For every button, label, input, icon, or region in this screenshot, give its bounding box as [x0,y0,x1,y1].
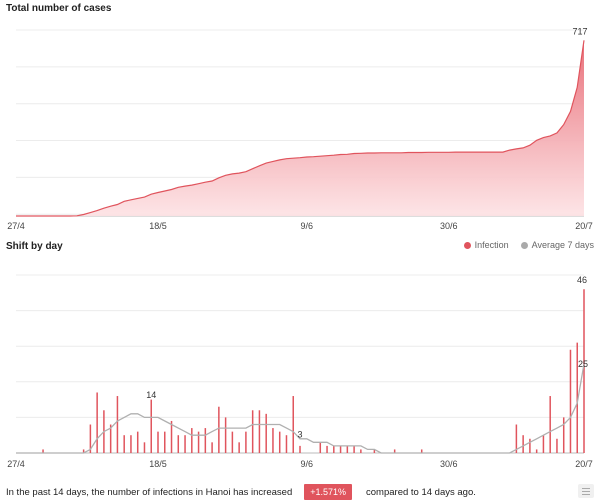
footer-text-before: In the past 14 days, the number of infec… [6,486,293,498]
infection-bar [109,424,112,453]
infection-bar [123,435,125,453]
infection-bar [339,445,342,453]
infection-bar [373,449,376,453]
x-tick-label: 30/6 [440,459,458,469]
infection-bar [238,442,240,453]
infection-bar [420,449,423,453]
infection-bar [549,396,551,453]
x-tick-label: 9/6 [301,221,314,231]
infection-bar [150,399,152,453]
infection-bar [529,438,531,453]
infection-bar [82,449,85,453]
legend-label-average: Average 7 days [531,240,594,250]
infection-bar [204,428,207,453]
x-tick-label: 27/4 [7,459,25,469]
infection-bar [319,442,322,453]
infection-bar [292,396,294,453]
data-label: 717 [572,26,587,36]
infection-bar [231,431,234,453]
legend-item-average[interactable]: Average 7 days [520,240,594,250]
infection-bar [576,342,578,453]
infection-bar [218,406,220,453]
infection-bar [177,435,180,453]
infection-bar [245,431,247,453]
infection-bar [251,410,254,453]
infection-bar [569,349,572,453]
data-label: 46 [577,275,587,285]
chart-legend: Infection Average 7 days [456,240,594,250]
infection-bar [535,449,538,453]
summary-footer: In the past 14 days, the number of infec… [6,484,476,500]
x-tick-label: 20/7 [575,221,593,231]
infection-bar [224,417,227,453]
infection-bar [96,392,98,453]
x-tick-label: 18/5 [149,221,167,231]
infection-bar [326,445,328,453]
data-label: 3 [297,429,302,439]
x-tick-label: 20/7 [575,459,593,469]
footer-text-after: compared to 14 days ago. [366,486,476,498]
total-cases-line [16,40,585,217]
infection-bar [542,435,545,453]
shift-by-day-chart: 27/4 18/5 9/6 30/6 20/7 14 3 46 25 [7,274,593,469]
legend-label-infection: Infection [474,240,509,250]
infection-bar [562,417,565,453]
infection-bar [130,435,132,453]
x-tick-label: 18/5 [149,459,167,469]
infection-bar [353,445,355,453]
infection-bar [191,428,193,453]
infection-bar [197,431,200,453]
x-tick-label: 9/6 [301,459,314,469]
infection-bar [285,435,288,453]
infection-bar [116,396,119,453]
infection-bar [360,449,362,453]
infection-bar [272,428,274,453]
infection-bar [346,445,349,453]
infection-bar [515,424,518,453]
infection-bar [522,435,524,453]
total-cases-area [16,40,584,216]
infection-bar [556,438,558,453]
infection-bar [211,442,213,453]
infection-bar [583,289,585,453]
legend-dot-average [520,241,528,249]
infection-bar [157,431,159,453]
x-tick-label: 30/6 [440,221,458,231]
data-label: 25 [578,359,588,369]
infection-bar [333,445,335,453]
chart-title-shift: Shift by day [6,241,63,252]
infection-bar [143,442,146,453]
menu-icon[interactable] [578,484,594,498]
infection-bar [89,424,92,453]
total-cases-chart: 27/4 18/5 9/6 30/6 20/7 717 [7,26,593,231]
infection-bar [170,420,173,453]
data-label: 14 [146,390,156,400]
legend-item-infection[interactable]: Infection [463,240,509,250]
infection-bar [393,449,396,453]
legend-dot-infection [463,241,471,249]
infection-bar [299,445,301,453]
chart-title-total: Total number of cases [6,3,112,14]
infection-bar [265,413,267,453]
infection-bar [184,435,186,453]
infection-bar [258,410,261,453]
infection-bar [42,449,44,453]
infection-bar [164,431,166,453]
increase-badge: +1.571% [304,484,353,500]
x-tick-label: 27/4 [7,221,25,231]
infection-bar [136,431,139,453]
infection-bar [278,431,281,453]
average-7-days-line [16,363,585,454]
